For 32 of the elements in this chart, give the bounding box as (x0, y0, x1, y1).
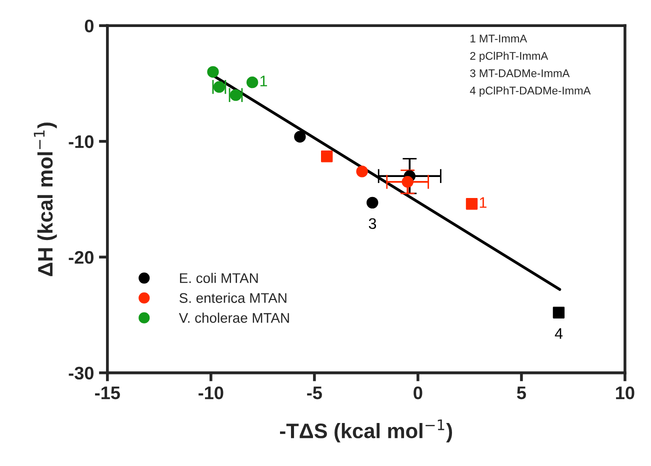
legend-label: V. cholerae MTAN (178, 312, 289, 323)
point (366, 196, 378, 209)
point (321, 150, 333, 162)
x-tick-label: 10 (616, 386, 634, 400)
point (466, 198, 478, 210)
point (246, 76, 258, 88)
point (552, 306, 565, 318)
annotation: 4 pClPhT-DADMe-ImmA (470, 86, 591, 97)
annotation: 4 (554, 328, 563, 339)
x-tick-label: -5 (307, 386, 322, 400)
annotation: 3 MT-DADMe-ImmA (470, 69, 570, 78)
annotation: 1 (260, 76, 268, 86)
legend-label: E. coli MTAN (180, 272, 258, 284)
point (207, 66, 219, 78)
annotation: 1 MT-ImmA (470, 34, 528, 42)
x-tick-label: 0 (414, 386, 422, 400)
point (294, 130, 306, 143)
point (402, 176, 414, 188)
y-tick-label: -20 (68, 251, 94, 264)
y-tick-label: -10 (68, 135, 94, 148)
point (356, 166, 368, 178)
legend-label: S. enterica MTAN (180, 292, 286, 303)
y-axis-title: ΔH (kcal mol$^{−1}$) (34, 122, 57, 276)
x-tick-label: -10 (198, 386, 224, 400)
x-tick-label: 5 (516, 386, 526, 400)
y-tick-label: 0 (84, 20, 94, 32)
y-tick-label: -30 (68, 366, 94, 380)
annotation: 3 (368, 218, 376, 230)
annotation: 1 (480, 197, 486, 208)
x-tick-label: -15 (95, 386, 120, 400)
annotation: 2 pClPhT-ImmA (470, 52, 548, 62)
x-axis-title: -TΔS (kcal mol$^{−1}$) (280, 419, 452, 442)
